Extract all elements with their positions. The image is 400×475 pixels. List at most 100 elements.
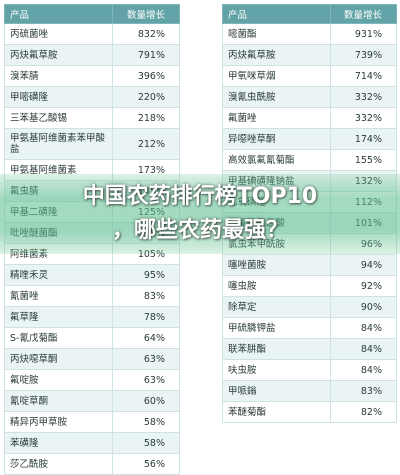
table-row: 莎乙酰胺 56% bbox=[4, 453, 180, 475]
growth-value-cell: 63% bbox=[112, 369, 180, 391]
product-name-cell: 高效氯氟氰菊酯 bbox=[222, 149, 331, 171]
table-row: 氰啶草酮 60% bbox=[4, 390, 180, 412]
product-name-cell: 除草定 bbox=[222, 296, 331, 318]
table-row: 三苯基乙酸锡 218% bbox=[4, 107, 180, 129]
product-name-cell: 联苯肼酯 bbox=[222, 338, 331, 360]
product-name-cell: S-氰戊菊酯 bbox=[4, 327, 113, 349]
growth-value-cell: 84% bbox=[330, 317, 397, 339]
table-row: 丙炔氟草胺 791% bbox=[4, 44, 180, 66]
table-row: 苯醚菊酯 82% bbox=[222, 401, 397, 423]
table-row: 氰菌唑 83% bbox=[4, 285, 180, 307]
table-row: 噻虫胺 92% bbox=[222, 275, 397, 297]
product-name-cell: 噻虫胺 bbox=[222, 275, 331, 297]
growth-value-cell: 84% bbox=[330, 338, 397, 360]
headline-banner bbox=[0, 174, 400, 254]
growth-value-cell: 58% bbox=[112, 411, 180, 433]
column-header-product: 产品 bbox=[222, 4, 331, 24]
product-name-cell: 噻唑菌胺 bbox=[222, 254, 331, 276]
growth-value-cell: 90% bbox=[330, 296, 397, 318]
headline-line-2: ，哪些农药最强？ bbox=[111, 218, 288, 243]
column-header-product: 产品 bbox=[4, 4, 113, 24]
product-name-cell: 丙炔氟草胺 bbox=[4, 44, 113, 66]
growth-value-cell: 931% bbox=[330, 23, 397, 45]
table-row: 甲嘧磺隆 220% bbox=[4, 86, 180, 108]
product-name-cell: 氟啶胺 bbox=[4, 369, 113, 391]
table-row: 丙硫菌唑 832% bbox=[4, 23, 180, 45]
growth-value-cell: 332% bbox=[330, 86, 397, 108]
product-name-cell: 三苯基乙酸锡 bbox=[4, 107, 113, 129]
growth-value-cell: 791% bbox=[112, 44, 180, 66]
product-name-cell: 嘧菌酯 bbox=[222, 23, 331, 45]
table-row: S-氰戊菊酯 64% bbox=[4, 327, 180, 349]
table-row: 精异丙甲草胺 58% bbox=[4, 411, 180, 433]
growth-value-cell: 84% bbox=[330, 359, 397, 381]
table-row: 氟菌唑 332% bbox=[222, 107, 397, 129]
product-name-cell: 精喹禾灵 bbox=[4, 264, 113, 286]
product-name-cell: 异噁唑草酮 bbox=[222, 128, 331, 150]
product-name-cell: 甲哌鎓 bbox=[222, 380, 331, 402]
table-row: 精喹禾灵 95% bbox=[4, 264, 180, 286]
product-name-cell: 苯醚菊酯 bbox=[222, 401, 331, 423]
growth-value-cell: 396% bbox=[112, 65, 180, 87]
table-row: 甲氨基阿维菌素苯甲酸盐 212% bbox=[4, 128, 180, 160]
table-row: 甲硫膦钾盐 84% bbox=[222, 317, 397, 339]
growth-value-cell: 78% bbox=[112, 306, 180, 328]
growth-value-cell: 212% bbox=[112, 128, 180, 160]
growth-value-cell: 739% bbox=[330, 44, 397, 66]
growth-value-cell: 714% bbox=[330, 65, 397, 87]
growth-value-cell: 332% bbox=[330, 107, 397, 129]
table-row: 高效氯氟氰菊酯 155% bbox=[222, 149, 397, 171]
product-name-cell: 氟草隆 bbox=[4, 306, 113, 328]
product-name-cell: 甲嘧磺隆 bbox=[4, 86, 113, 108]
product-name-cell: 丙硫菌唑 bbox=[4, 23, 113, 45]
table-row: 噻唑菌胺 94% bbox=[222, 254, 397, 276]
product-name-cell: 甲氨基阿维菌素苯甲酸盐 bbox=[4, 128, 113, 160]
table-row: 丙炔噁草酮 63% bbox=[4, 348, 180, 370]
table-row: 溴苯腈 396% bbox=[4, 65, 180, 87]
growth-value-cell: 64% bbox=[112, 327, 180, 349]
column-header-growth: 数量增长 bbox=[330, 4, 397, 24]
product-name-cell: 呋虫胺 bbox=[222, 359, 331, 381]
growth-value-cell: 56% bbox=[112, 453, 180, 475]
growth-value-cell: 94% bbox=[330, 254, 397, 276]
growth-value-cell: 92% bbox=[330, 275, 397, 297]
growth-value-cell: 220% bbox=[112, 86, 180, 108]
growth-value-cell: 83% bbox=[112, 285, 180, 307]
growth-value-cell: 155% bbox=[330, 149, 397, 171]
growth-value-cell: 63% bbox=[112, 348, 180, 370]
table-row: 除草定 90% bbox=[222, 296, 397, 318]
product-name-cell: 氰啶草酮 bbox=[4, 390, 113, 412]
product-name-cell: 丙炔噁草酮 bbox=[4, 348, 113, 370]
headline-line-1: 中国农药排行榜TOP10 bbox=[82, 184, 318, 209]
column-header-growth: 数量增长 bbox=[112, 4, 180, 24]
table-row: 丙炔氟草胺 739% bbox=[222, 44, 397, 66]
table-row: 联苯肼酯 84% bbox=[222, 338, 397, 360]
growth-value-cell: 83% bbox=[330, 380, 397, 402]
product-name-cell: 甲氧咪草烟 bbox=[222, 65, 331, 87]
product-name-cell: 溴氰虫酰胺 bbox=[222, 86, 331, 108]
product-name-cell: 氟菌唑 bbox=[222, 107, 331, 129]
table-row: 氟草隆 78% bbox=[4, 306, 180, 328]
growth-value-cell: 82% bbox=[330, 401, 397, 423]
growth-value-cell: 95% bbox=[112, 264, 180, 286]
table-header-row: 产品 数量增长 bbox=[222, 4, 397, 24]
growth-value-cell: 174% bbox=[330, 128, 397, 150]
table-row: 溴氰虫酰胺 332% bbox=[222, 86, 397, 108]
headline: 中国农药排行榜TOP10 ，哪些农药最强？ bbox=[0, 180, 400, 248]
growth-value-cell: 60% bbox=[112, 390, 180, 412]
product-name-cell: 莎乙酰胺 bbox=[4, 453, 113, 475]
table-row: 甲氧咪草烟 714% bbox=[222, 65, 397, 87]
product-name-cell: 溴苯腈 bbox=[4, 65, 113, 87]
product-name-cell: 氰菌唑 bbox=[4, 285, 113, 307]
table-row: 异噁唑草酮 174% bbox=[222, 128, 397, 150]
table-header-row: 产品 数量增长 bbox=[4, 4, 180, 24]
product-name-cell: 丙炔氟草胺 bbox=[222, 44, 331, 66]
table-row: 甲哌鎓 83% bbox=[222, 380, 397, 402]
product-name-cell: 甲硫膦钾盐 bbox=[222, 317, 331, 339]
growth-value-cell: 832% bbox=[112, 23, 180, 45]
table-row: 氟啶胺 63% bbox=[4, 369, 180, 391]
table-row: 呋虫胺 84% bbox=[222, 359, 397, 381]
product-name-cell: 精异丙甲草胺 bbox=[4, 411, 113, 433]
table-row: 嘧菌酯 931% bbox=[222, 23, 397, 45]
growth-value-cell: 218% bbox=[112, 107, 180, 129]
